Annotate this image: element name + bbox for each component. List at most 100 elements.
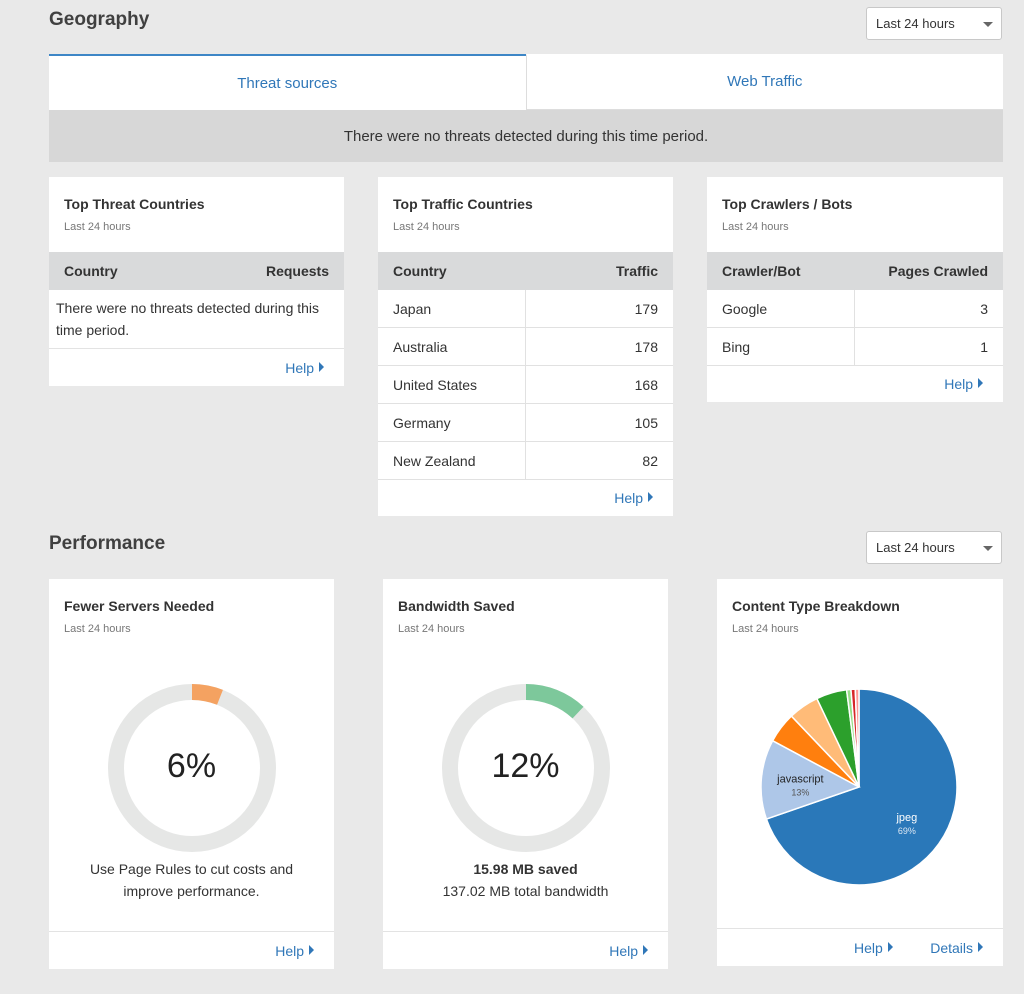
chevron-down-icon: [983, 546, 993, 551]
crawler-cell: Bing: [707, 328, 855, 365]
table-header: Country Traffic: [378, 252, 673, 290]
caret-right-icon: [319, 362, 324, 372]
pie-slice-label: jpeg: [895, 812, 917, 824]
divider: [49, 931, 334, 932]
help-label: Help: [854, 940, 883, 956]
help-label: Help: [285, 360, 314, 376]
servers-text-line2: improve performance.: [123, 883, 260, 899]
top-traffic-countries-card: Top Traffic Countries Last 24 hours Coun…: [378, 177, 673, 516]
column-header: Crawler/Bot: [722, 263, 801, 279]
divider: [717, 928, 1003, 929]
crawler-cell: Google: [707, 290, 855, 327]
bandwidth-saved-card: Bandwidth Saved Last 24 hours 12% 15.98 …: [383, 579, 668, 969]
geography-range-select[interactable]: Last 24 hours: [866, 7, 1002, 40]
gauge-percent: 12%: [491, 747, 560, 785]
range-select-value: Last 24 hours: [876, 16, 955, 31]
traffic-cell: 105: [634, 415, 658, 431]
caret-right-icon: [309, 945, 314, 955]
top-threat-countries-card: Top Threat Countries Last 24 hours Count…: [49, 177, 344, 386]
country-cell: Germany: [378, 404, 526, 441]
pie-slice-label: javascript: [776, 773, 823, 785]
tab-web-traffic[interactable]: Web Traffic: [525, 54, 1003, 110]
gauge-value-arc: [191, 684, 223, 705]
table-row: Google 3: [707, 290, 1003, 328]
card-title: Top Traffic Countries: [393, 196, 533, 212]
column-header: Requests: [265, 263, 329, 279]
card-title: Content Type Breakdown: [732, 598, 900, 614]
traffic-cell: 82: [642, 453, 658, 469]
table-row: Japan 179: [378, 290, 673, 328]
help-link[interactable]: Help: [944, 376, 983, 392]
fewer-servers-card: Fewer Servers Needed Last 24 hours 6% Us…: [49, 579, 334, 969]
details-link[interactable]: Details: [930, 940, 983, 956]
help-label: Help: [614, 490, 643, 506]
performance-range-select[interactable]: Last 24 hours: [866, 531, 1002, 564]
pie-slice-javascript: [760, 739, 861, 821]
column-header: Traffic: [615, 263, 658, 279]
caret-right-icon: [978, 378, 983, 388]
pie-slice-percent: 13%: [791, 787, 809, 797]
table-row: Bing 1: [707, 328, 1003, 366]
pie-slice-percent: 69%: [898, 826, 916, 836]
pie-slice-jpeg: [765, 688, 958, 886]
caret-right-icon: [887, 942, 893, 952]
content-type-pie-chart: jpeg 69% javascript 13%: [760, 688, 958, 886]
column-header: Country: [64, 263, 118, 279]
table-row: Germany 105: [378, 404, 673, 442]
geography-tabs: Threat sources Web Traffic: [49, 54, 1003, 110]
help-label: Help: [275, 943, 304, 959]
pie-slice: [854, 688, 860, 788]
card-title: Bandwidth Saved: [398, 598, 515, 614]
divider: [49, 348, 344, 349]
table-header: Country Requests: [49, 252, 344, 290]
traffic-cell: 179: [634, 301, 658, 317]
table-row: New Zealand 82: [378, 442, 673, 480]
country-cell: Australia: [378, 328, 526, 365]
caret-right-icon: [978, 942, 983, 952]
content-type-card: Content Type Breakdown Last 24 hours jpe…: [717, 579, 1003, 966]
performance-title: Performance: [49, 533, 166, 554]
tab-threat-sources[interactable]: Threat sources: [49, 54, 526, 110]
country-cell: New Zealand: [378, 442, 526, 479]
divider: [383, 931, 668, 932]
country-cell: United States: [378, 366, 526, 403]
no-threats-notice: There were no threats detected during th…: [49, 110, 1003, 162]
traffic-cell: 168: [634, 377, 658, 393]
servers-text-line1: Use Page Rules to cut costs and: [89, 861, 294, 877]
column-header: Pages Crawled: [888, 263, 988, 279]
empty-message: There were no threats detected during th…: [56, 300, 320, 338]
help-label: Help: [944, 376, 973, 392]
card-subtitle: Last 24 hours: [722, 221, 789, 233]
help-link[interactable]: Help: [275, 943, 314, 959]
geography-title: Geography: [49, 9, 150, 30]
card-title: Fewer Servers Needed: [64, 598, 215, 614]
column-header: Country: [393, 263, 447, 279]
card-subtitle: Last 24 hours: [64, 221, 131, 233]
card-title: Top Crawlers / Bots: [722, 196, 853, 212]
help-link[interactable]: Help: [609, 943, 648, 959]
caret-right-icon: [648, 492, 653, 502]
top-crawlers-card: Top Crawlers / Bots Last 24 hours Crawle…: [707, 177, 1003, 402]
help-link[interactable]: Help: [614, 490, 653, 506]
chevron-down-icon: [983, 22, 993, 27]
traffic-cell: 178: [634, 339, 658, 355]
gauge-value-arc: [525, 684, 584, 719]
gauge-percent: 6%: [166, 747, 217, 785]
pages-cell: 3: [980, 301, 988, 317]
pages-cell: 1: [980, 339, 988, 355]
caret-right-icon: [643, 945, 648, 955]
bandwidth-saved-amount: 15.98 MB saved: [473, 861, 578, 877]
card-subtitle: Last 24 hours: [64, 623, 131, 635]
help-link[interactable]: Help: [854, 940, 893, 956]
details-label: Details: [930, 940, 973, 956]
table-header: Crawler/Bot Pages Crawled: [707, 252, 1003, 290]
bandwidth-total: 137.02 MB total bandwidth: [442, 883, 609, 899]
help-link[interactable]: Help: [285, 360, 324, 376]
servers-gauge: [108, 684, 276, 852]
card-subtitle: Last 24 hours: [732, 623, 799, 635]
country-cell: Japan: [378, 290, 526, 327]
help-label: Help: [609, 943, 638, 959]
table-row: United States 168: [378, 366, 673, 404]
card-subtitle: Last 24 hours: [393, 221, 460, 233]
card-title: Top Threat Countries: [64, 196, 205, 212]
